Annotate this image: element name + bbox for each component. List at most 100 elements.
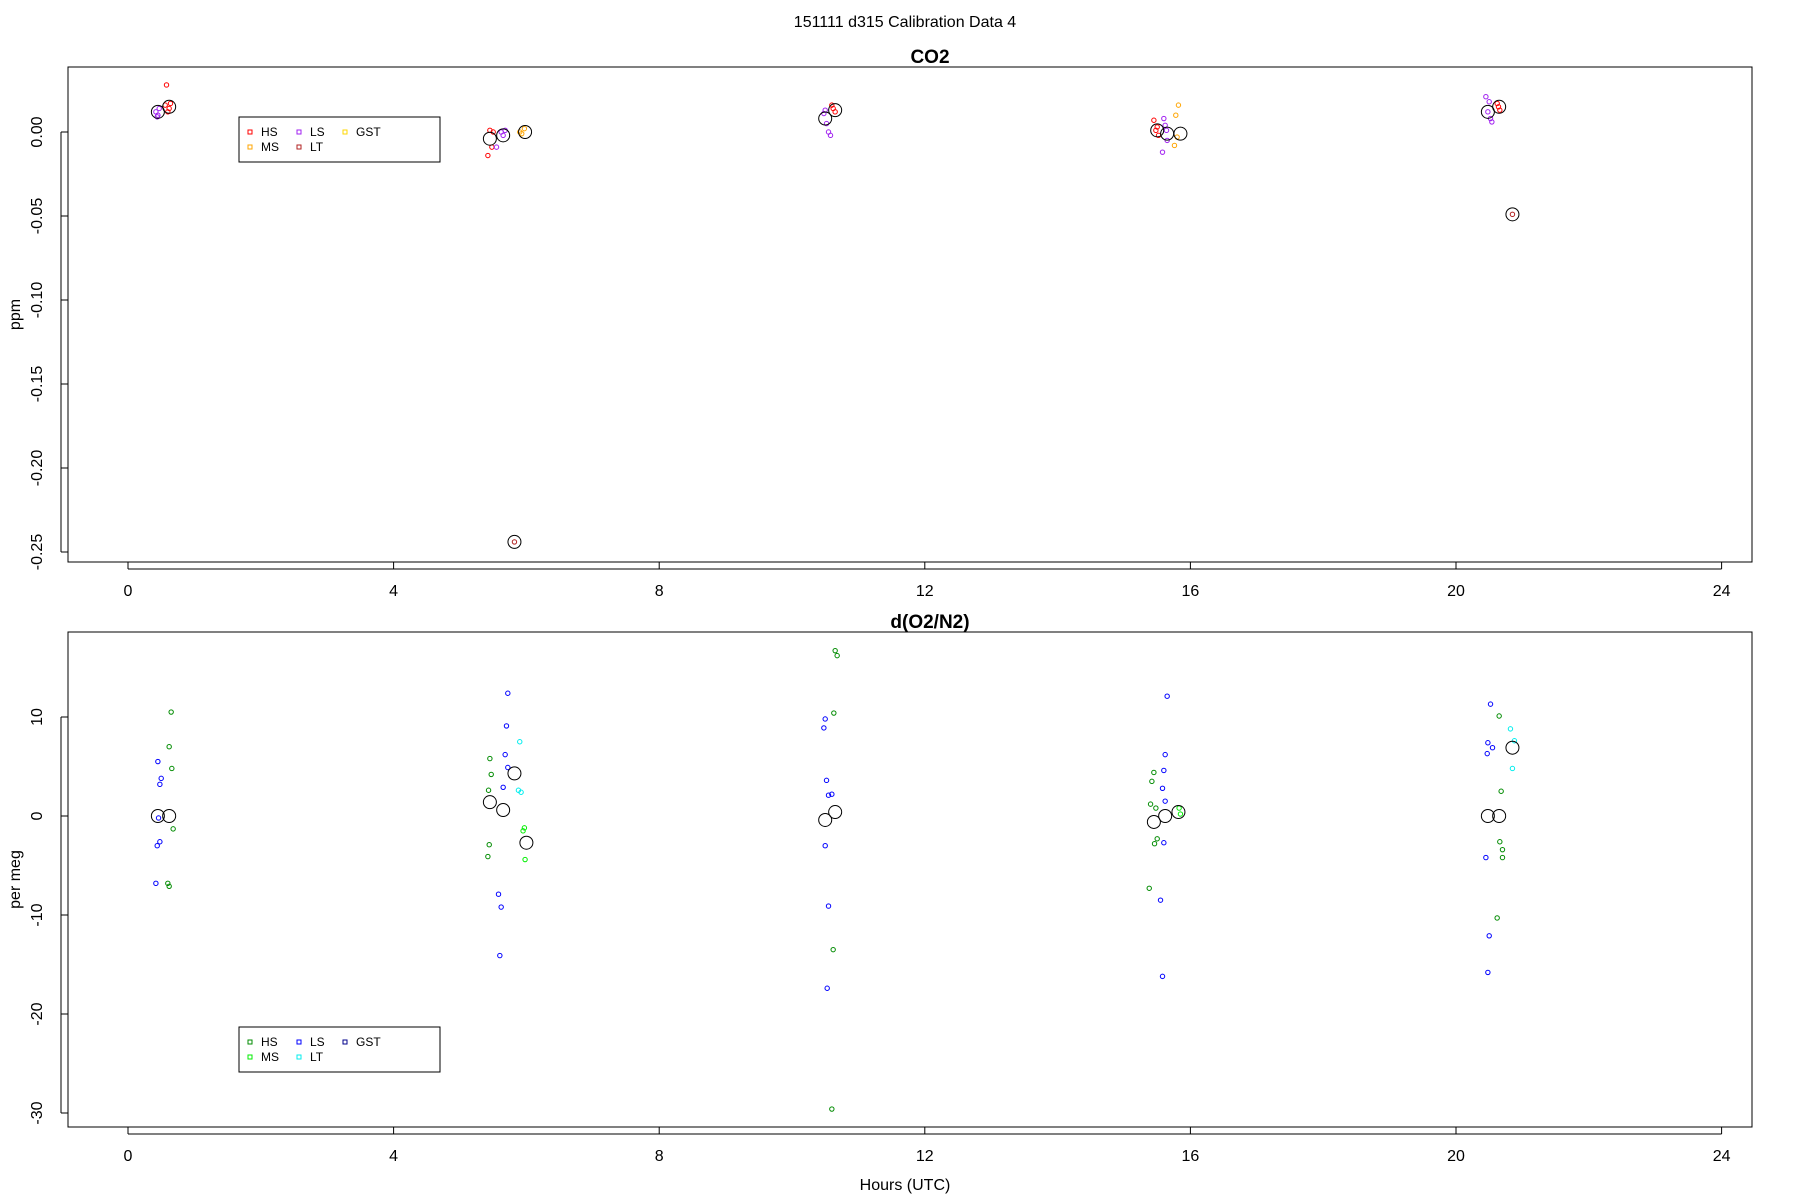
data-point-ls <box>1161 767 1167 774</box>
legend-label-gst: GST <box>356 1035 381 1049</box>
data-point-ls <box>1486 99 1492 105</box>
data-point-hs <box>488 771 494 778</box>
data-point-ms <box>517 129 523 135</box>
y-tick-label: 10 <box>29 708 46 726</box>
data-point-ls <box>1485 740 1491 746</box>
mean-marker <box>1171 805 1186 820</box>
mean-marker <box>1492 99 1507 114</box>
x-tick-label: 8 <box>655 583 664 600</box>
data-point-ls <box>502 751 508 758</box>
data-point-ms <box>521 825 528 831</box>
data-point-ms <box>521 125 528 132</box>
mean-marker <box>1150 123 1165 138</box>
data-point-ls <box>153 880 159 887</box>
data-point-ms <box>522 856 528 863</box>
data-point-hs <box>169 765 175 772</box>
legend-marker-ls <box>296 129 302 135</box>
data-point-hs <box>1146 885 1152 891</box>
data-point-hs <box>1154 836 1160 842</box>
data-point-ls <box>1489 119 1495 125</box>
y-tick-label: -0.20 <box>29 450 46 487</box>
data-point-hs <box>163 82 170 88</box>
data-point-lt <box>518 789 524 795</box>
mean-marker <box>818 812 833 827</box>
data-point-hs <box>829 1106 835 1112</box>
mean-marker <box>1505 207 1520 222</box>
data-point-ms <box>1171 142 1178 149</box>
legend-label-ms: MS <box>261 1050 279 1064</box>
legend-box <box>238 116 441 163</box>
x-tick-label: 0 <box>124 583 133 600</box>
data-point-ls <box>821 725 827 731</box>
mean-marker <box>828 103 843 118</box>
data-point-hs <box>1147 801 1154 807</box>
data-point-lt <box>1509 211 1516 218</box>
data-point-ls <box>1484 750 1490 757</box>
data-point-ls <box>1159 785 1166 791</box>
data-point-ls <box>1161 115 1167 122</box>
plot-frame <box>67 66 1753 563</box>
x-tick-label: 0 <box>124 1148 133 1165</box>
mean-marker <box>496 128 511 143</box>
legend-box <box>238 1026 441 1073</box>
data-point-ls <box>824 985 830 991</box>
data-point-ls <box>155 758 161 765</box>
legend-marker-lt <box>296 144 302 150</box>
data-point-ls <box>497 952 503 959</box>
mean-marker <box>818 111 833 126</box>
data-point-hs <box>165 880 171 887</box>
mean-marker <box>1158 809 1173 823</box>
data-point-hs <box>166 105 172 112</box>
data-point-ms <box>1177 811 1184 817</box>
data-point-ls <box>1486 933 1492 939</box>
mean-marker <box>1505 740 1520 755</box>
y-tick-label: -30 <box>29 1101 46 1124</box>
data-point-ls <box>1161 840 1167 846</box>
data-point-ls <box>505 764 511 771</box>
legend-label-gst: GST <box>356 125 381 139</box>
legend-marker-ms <box>247 1054 253 1060</box>
data-point-ls <box>1487 701 1494 707</box>
data-point-ls <box>1159 973 1166 980</box>
legend-marker-ms <box>247 144 253 150</box>
data-point-ls <box>1485 109 1491 115</box>
legend-marker-gst <box>342 129 348 135</box>
data-point-ls <box>505 690 511 696</box>
data-point-ms <box>1173 112 1179 118</box>
data-point-ls <box>503 723 510 729</box>
data-point-hs <box>1154 124 1160 130</box>
y-tick-label: 0.00 <box>29 116 46 147</box>
data-point-hs <box>1496 713 1502 719</box>
data-point-ls <box>157 781 163 788</box>
data-point-ls <box>1162 751 1168 758</box>
mean-marker <box>507 766 522 781</box>
data-point-ls <box>155 815 162 821</box>
legend-marker-ls <box>296 1039 302 1045</box>
o2n2-panel: d(O2/N2) 0 4 8 12 16 20 24 10 0 -10 -20 -30 per meg HS… <box>7 612 1753 1165</box>
legend-marker-hs <box>247 1039 253 1045</box>
data-point-ms <box>1175 102 1182 108</box>
data-point-ls <box>823 777 830 784</box>
data-point-ls <box>493 144 500 150</box>
data-point-ms <box>1176 805 1182 811</box>
data-point-hs <box>1499 854 1506 861</box>
data-point-hs <box>1494 100 1500 107</box>
x-tick-label: 20 <box>1447 583 1465 600</box>
x-tick-label: 20 <box>1447 1148 1465 1165</box>
data-point-hs <box>834 652 840 659</box>
data-point-hs <box>829 102 835 108</box>
data-point-ls <box>154 843 160 849</box>
legend-label-lt: LT <box>310 140 324 154</box>
data-point-hs <box>166 744 172 750</box>
mean-marker <box>496 803 511 818</box>
data-point-hs <box>170 826 176 832</box>
legend-label-lt: LT <box>310 1050 324 1064</box>
data-point-ls <box>825 792 832 798</box>
data-point-lt <box>1509 765 1516 772</box>
data-point-hs <box>1499 846 1506 853</box>
x-tick-label: 12 <box>916 583 934 600</box>
data-point-lt <box>511 539 518 545</box>
data-point-lt <box>1507 726 1514 732</box>
data-point-hs <box>1495 104 1502 110</box>
